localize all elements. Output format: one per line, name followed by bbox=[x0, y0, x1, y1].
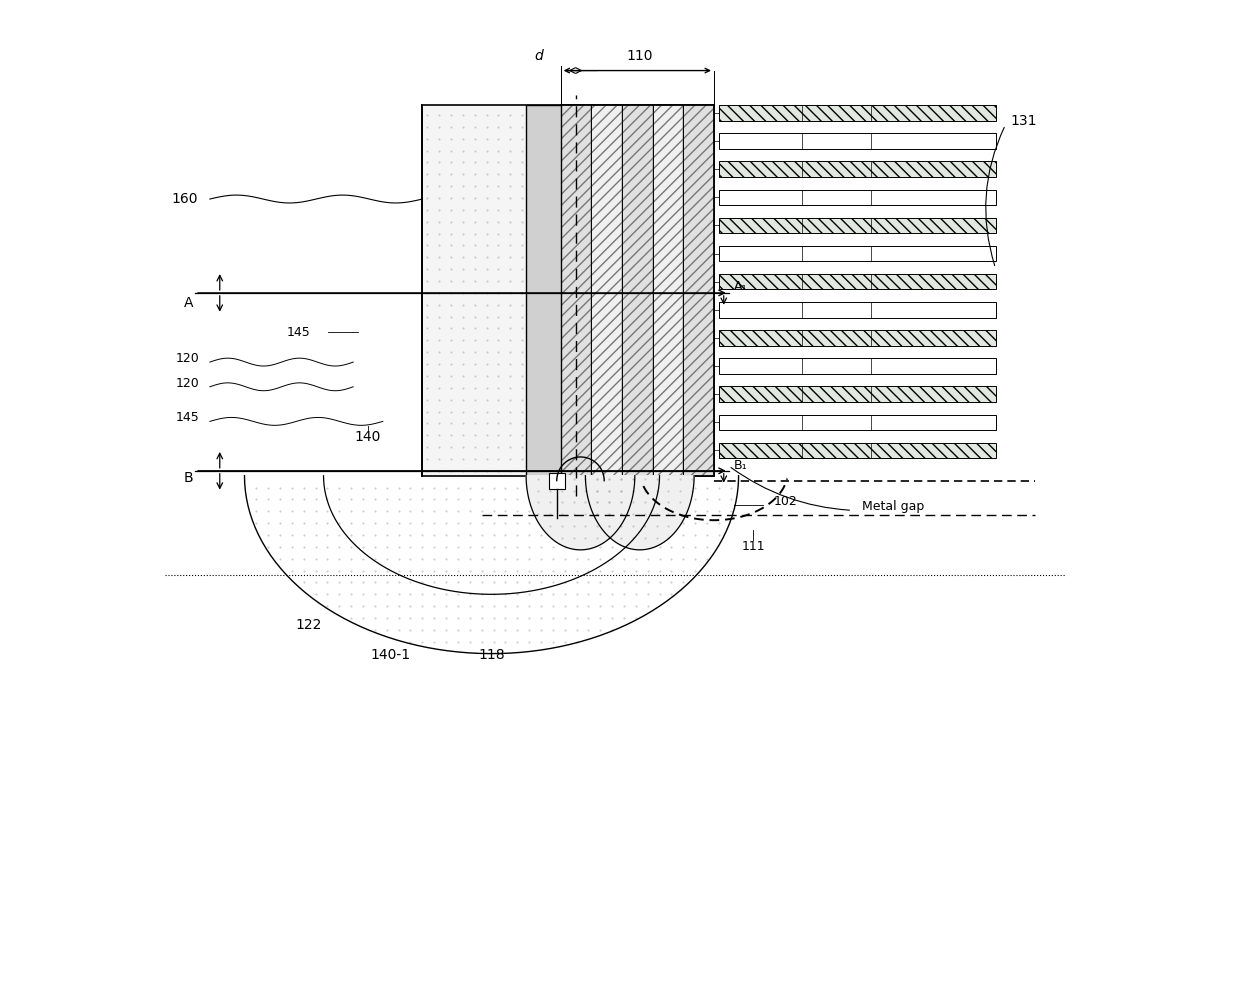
Text: B: B bbox=[184, 471, 193, 485]
Bar bbox=[719, 162, 996, 176]
Bar bbox=[652, 105, 683, 476]
Bar bbox=[622, 105, 652, 476]
Bar bbox=[719, 414, 996, 430]
Bar bbox=[560, 105, 714, 476]
Text: 118: 118 bbox=[479, 647, 505, 662]
Text: A₁: A₁ bbox=[734, 279, 748, 293]
Polygon shape bbox=[526, 476, 635, 550]
Bar bbox=[526, 105, 560, 476]
Bar bbox=[560, 105, 591, 476]
Bar bbox=[719, 330, 996, 346]
Text: 122: 122 bbox=[295, 618, 322, 632]
Bar bbox=[719, 443, 996, 458]
Text: 131: 131 bbox=[1011, 114, 1037, 128]
Text: 120: 120 bbox=[175, 377, 200, 389]
Bar bbox=[719, 302, 996, 317]
Bar bbox=[719, 133, 996, 149]
Bar bbox=[719, 274, 996, 289]
Bar bbox=[683, 105, 714, 476]
Text: 145: 145 bbox=[286, 326, 311, 339]
Text: 102: 102 bbox=[774, 496, 797, 508]
Text: 111: 111 bbox=[742, 540, 765, 553]
Text: Metal gap: Metal gap bbox=[862, 500, 924, 513]
Text: 160: 160 bbox=[172, 192, 198, 206]
Bar bbox=[549, 473, 564, 489]
Text: B₁: B₁ bbox=[734, 459, 748, 472]
Bar bbox=[719, 386, 996, 402]
Text: 140: 140 bbox=[355, 430, 381, 444]
Bar bbox=[423, 105, 714, 476]
Bar bbox=[719, 246, 996, 262]
Text: A: A bbox=[184, 295, 193, 310]
Text: d: d bbox=[534, 49, 543, 62]
Bar bbox=[591, 105, 622, 476]
Text: 145: 145 bbox=[175, 411, 200, 424]
Bar bbox=[560, 105, 714, 476]
Bar bbox=[719, 189, 996, 205]
Polygon shape bbox=[585, 476, 694, 550]
Bar bbox=[719, 218, 996, 233]
Text: 110: 110 bbox=[626, 49, 653, 62]
Text: 120: 120 bbox=[175, 352, 200, 365]
Text: 140-1: 140-1 bbox=[371, 647, 410, 662]
Bar bbox=[719, 105, 996, 121]
Bar bbox=[719, 359, 996, 374]
